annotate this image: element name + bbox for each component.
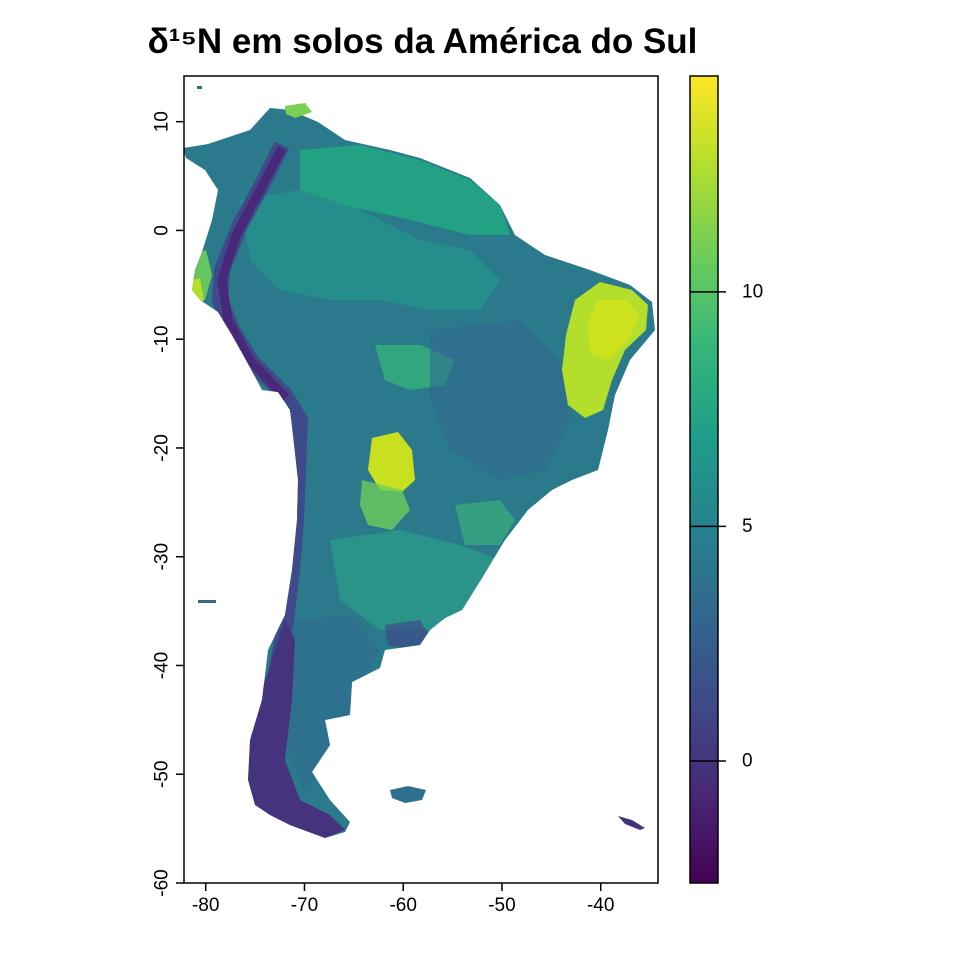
region-caatinga-core: [588, 300, 640, 360]
falkland-islands: [390, 786, 426, 803]
region-patagonia: [285, 615, 380, 790]
region-eastern-brazil: [430, 320, 570, 480]
y-tick-label-4: -30: [152, 543, 173, 570]
region-amazon-green: [240, 190, 500, 310]
colorbar-tick-label-0: 0: [742, 751, 753, 772]
region-chaco-margin: [360, 480, 410, 530]
island-galapagos: [197, 86, 202, 89]
region-caribbean-coast: [285, 103, 312, 118]
colorbar: 0 5 10: [689, 75, 763, 884]
y-tick-label-0: 10: [152, 111, 173, 132]
x-tick-label-1: -70: [291, 895, 318, 916]
x-tick-label-0: -80: [192, 895, 219, 916]
colorbar-gradient: [689, 75, 719, 884]
land-raster: [184, 86, 655, 838]
region-buenos-aires: [385, 620, 432, 650]
plot-frame: [183, 75, 659, 884]
island-fernandez: [198, 600, 216, 603]
region-guiana-shield: [300, 145, 510, 235]
y-tick-label-1: 0: [152, 225, 173, 236]
y-tick-label-2: -10: [152, 325, 173, 352]
y-axis: 10 0 -10 -20 -30 -40 -50 -60: [152, 111, 184, 897]
colorbar-tick-label-1: 5: [742, 516, 753, 537]
region-southern-chile: [248, 620, 345, 838]
x-tick-label-2: -60: [389, 895, 416, 916]
colorbar-tick-label-2: 10: [742, 281, 763, 302]
region-pampas: [330, 530, 500, 630]
y-tick-label-6: -50: [152, 761, 173, 788]
region-southern-brazil: [455, 500, 515, 545]
south-georgia: [618, 816, 645, 830]
chart-title: δ¹⁵N em solos da América do Sul: [147, 22, 698, 61]
x-axis: -80 -70 -60 -50 -40: [192, 883, 614, 916]
y-tick-label-7: -60: [152, 869, 173, 896]
y-tick-label-5: -40: [152, 652, 173, 679]
y-tick-label-3: -20: [152, 434, 173, 461]
x-tick-label-4: -40: [587, 895, 614, 916]
x-tick-label-3: -50: [488, 895, 515, 916]
region-gran-chaco: [368, 432, 415, 492]
colorbar-ticks: 0 5 10: [690, 281, 763, 772]
region-andes-high: [217, 145, 290, 402]
